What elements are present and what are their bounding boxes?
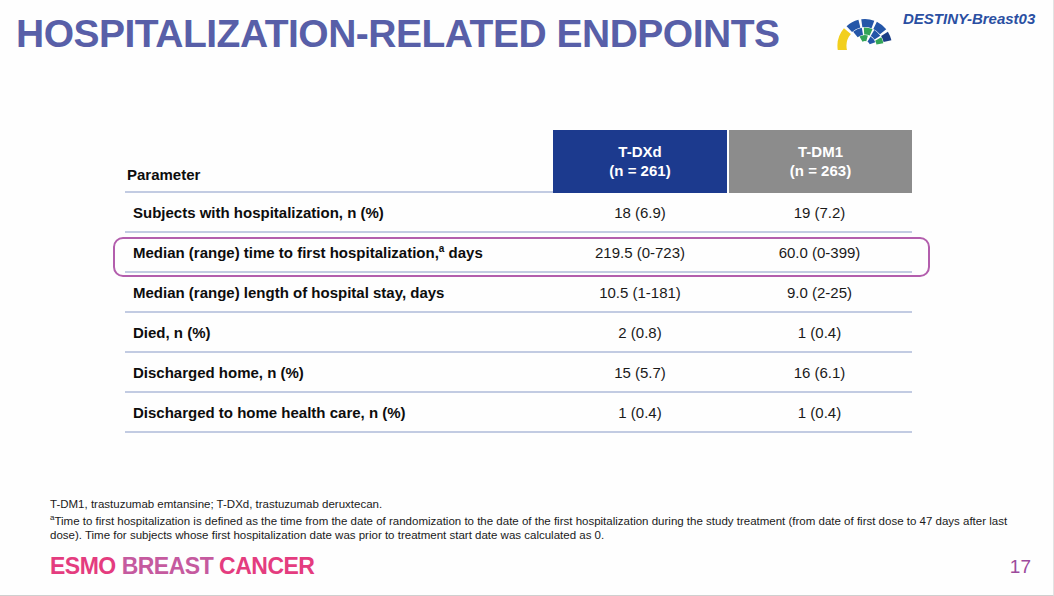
- slide: HOSPITALIZATION-RELATED ENDPOINTS DESTIN…: [0, 0, 1054, 596]
- footnotes: T-DM1, trastuzumab emtansine; T-DXd, tra…: [50, 497, 1010, 542]
- column-header-parameter: Parameter: [127, 166, 200, 183]
- table-row: Discharged to home health care, n (%) 1 …: [125, 393, 912, 433]
- study-badge: DESTINY-Breast03: [835, 2, 1045, 50]
- page-number: 17: [1010, 556, 1031, 578]
- column-header-tdm1: T-DM1 (n = 263): [727, 130, 912, 193]
- column-header-tdm1-n: (n = 263): [790, 162, 851, 181]
- table-row-highlighted: Median (range) time to first hospitaliza…: [125, 233, 912, 273]
- row-label: Discharged to home health care, n (%): [125, 403, 553, 421]
- row-value-tdxd: 10.5 (1-181): [553, 284, 727, 301]
- row-value-tdm1: 60.0 (0-399): [727, 244, 912, 261]
- row-label: Median (range) length of hospital stay, …: [125, 283, 553, 301]
- column-header-tdxd: T-DXd (n = 261): [553, 130, 727, 193]
- column-header-tdxd-n: (n = 261): [609, 162, 670, 181]
- page-title: HOSPITALIZATION-RELATED ENDPOINTS: [16, 12, 779, 56]
- row-label: Discharged home, n (%): [125, 363, 553, 381]
- row-value-tdxd: 2 (0.8): [553, 324, 727, 341]
- footnote-abbreviations: T-DM1, trastuzumab emtansine; T-DXd, tra…: [50, 497, 1010, 511]
- row-value-tdxd: 15 (5.7): [553, 364, 727, 381]
- row-value-tdxd: 1 (0.4): [553, 404, 727, 421]
- column-header-tdm1-label: T-DM1: [798, 143, 843, 162]
- table-row: Subjects with hospitalization, n (%) 18 …: [125, 193, 912, 233]
- row-value-tdxd: 18 (6.9): [553, 204, 727, 221]
- row-value-tdm1: 16 (6.1): [727, 364, 912, 381]
- endpoints-table: Parameter T-DXd (n = 261) T-DM1 (n = 263…: [125, 130, 912, 433]
- study-badge-label: DESTINY-Breast03: [903, 10, 1035, 27]
- table-row: Median (range) length of hospital stay, …: [125, 273, 912, 313]
- esmo-breast-cancer-logo: ESMO BREAST CANCER: [50, 553, 314, 580]
- row-value-tdm1: 1 (0.4): [727, 324, 912, 341]
- row-label: Subjects with hospitalization, n (%): [125, 203, 553, 221]
- table-row: Died, n (%) 2 (0.8) 1 (0.4): [125, 313, 912, 353]
- row-value-tdxd: 219.5 (0-723): [553, 244, 727, 261]
- row-label: Median (range) time to first hospitaliza…: [125, 243, 553, 261]
- row-label: Died, n (%): [125, 323, 553, 341]
- table-header-row: Parameter T-DXd (n = 261) T-DM1 (n = 263…: [125, 130, 912, 193]
- row-value-tdm1: 19 (7.2): [727, 204, 912, 221]
- row-value-tdm1: 9.0 (2-25): [727, 284, 912, 301]
- table-row: Discharged home, n (%) 15 (5.7) 16 (6.1): [125, 353, 912, 393]
- column-header-tdxd-label: T-DXd: [618, 143, 661, 162]
- footnote-definition: aTime to first hospitalization is define…: [50, 511, 1010, 542]
- row-value-tdm1: 1 (0.4): [727, 404, 912, 421]
